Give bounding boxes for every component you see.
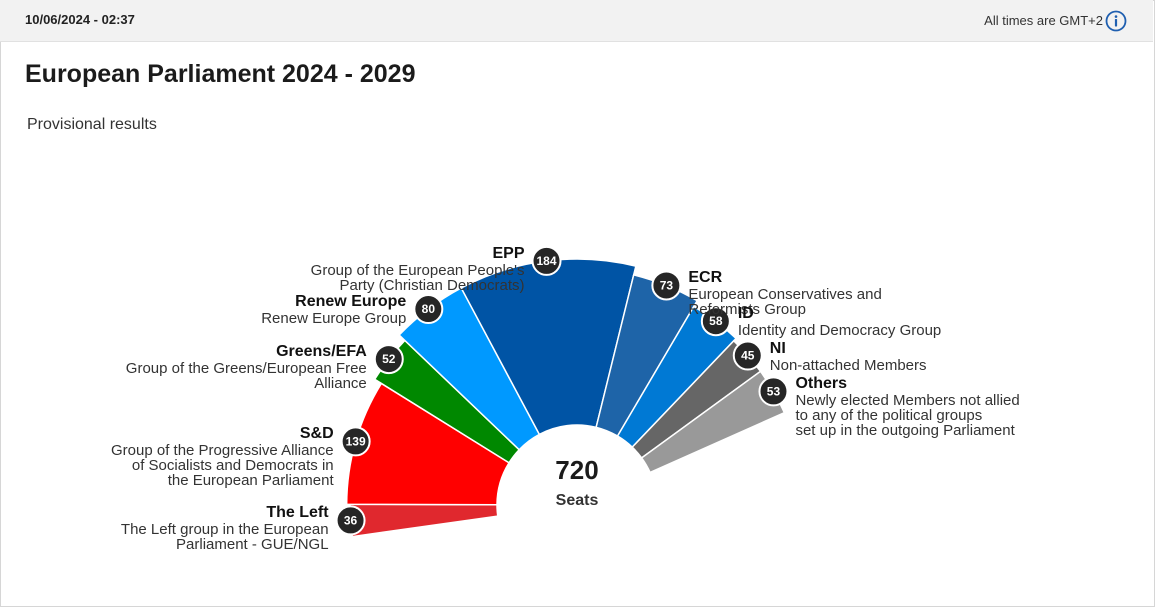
value-label: 52 (382, 352, 396, 366)
value-label: 73 (660, 278, 674, 292)
value-badge-circle (531, 245, 562, 276)
party-name: Others (795, 375, 848, 393)
value-badge: 80 (413, 294, 444, 325)
party-description: European Conservatives and Reformists Gr… (688, 286, 882, 319)
party-name: S&D (299, 425, 334, 443)
party-name: Greens/EFA (276, 343, 367, 361)
value-badge: 52 (373, 344, 404, 375)
total-seats-label: Seats (555, 492, 599, 509)
slice-s-d[interactable] (345, 382, 511, 506)
value-label: 45 (741, 349, 755, 363)
info-circle-icon[interactable] (1105, 10, 1127, 32)
value-label: 139 (346, 434, 366, 448)
value-badge-circle (340, 426, 371, 457)
slice-the-left[interactable] (349, 503, 499, 538)
value-badge-circle (413, 294, 444, 325)
value-badge: 73 (651, 270, 682, 301)
value-badge-circle (732, 340, 763, 371)
party-description: Renew Europe Group (261, 310, 407, 327)
party-description: Newly elected Members not allied to any … (795, 392, 1020, 440)
party-name: Renew Europe (295, 293, 407, 310)
party-description: The Left group in the European Parliamen… (120, 521, 329, 554)
party-name: EPP (492, 244, 525, 262)
party-label: Others Newly elected Members not allied t… (795, 375, 1019, 438)
party-label: ECR European Conservatives and Reformists… (688, 269, 881, 317)
party-description: Non-attached Members (769, 356, 927, 374)
value-badge: 58 (700, 306, 731, 337)
value-label: 36 (344, 513, 358, 527)
party-name: ECR (688, 269, 723, 287)
party-description: Identity and Democracy Group (737, 322, 942, 340)
value-badge: 184 (531, 245, 562, 276)
timezone-note: All times are GMT+2 (984, 13, 1103, 28)
value-badge-circle (335, 505, 366, 536)
party-name: ID (737, 305, 754, 323)
party-label: Greens/EFA Group of the Greens/European F… (67, 343, 367, 391)
value-label: 184 (537, 254, 557, 268)
page-subtitle: Provisional results (27, 116, 157, 133)
value-badge: 36 (335, 505, 366, 536)
party-label: The Left The Left group in the European P… (29, 504, 329, 552)
party-description: Group of the Progressive Alliance of Soc… (111, 442, 334, 490)
slice-ecr[interactable] (595, 273, 699, 438)
value-badge-circle (758, 376, 789, 407)
value-label: 53 (767, 384, 781, 398)
value-label: 80 (422, 302, 436, 316)
value-badge-circle (651, 270, 682, 301)
party-name: The Left (266, 504, 329, 522)
party-label: Renew Europe Renew Europe Group (106, 293, 406, 326)
party-description: Group of the Greens/European Free Allian… (125, 360, 367, 393)
party-description: Group of the European People's Party (Ch… (310, 261, 525, 294)
party-label: ID Identity and Democracy Group (738, 305, 941, 338)
top-bar: 10/06/2024 - 02:37 All times are GMT+2 (0, 0, 1153, 42)
timestamp: 10/06/2024 - 02:37 (25, 12, 135, 27)
value-badge: 45 (732, 340, 763, 371)
total-seats-value: 720 (555, 455, 599, 485)
party-label: S&D Group of the Progressive Alliance of … (34, 425, 334, 488)
value-badge: 53 (758, 376, 789, 407)
page-title: European Parliament 2024 - 2029 (25, 60, 416, 88)
total-seats: 720 Seats (527, 455, 627, 510)
value-badge-circle (373, 344, 404, 375)
slice-epp[interactable] (460, 258, 637, 436)
value-label: 58 (709, 314, 723, 328)
party-label: EPP Group of the European People's Party … (225, 245, 525, 293)
value-badge-circle (700, 306, 731, 337)
party-name: NI (769, 339, 786, 357)
value-badge: 139 (340, 426, 371, 457)
party-label: NI Non-attached Members (770, 340, 927, 373)
